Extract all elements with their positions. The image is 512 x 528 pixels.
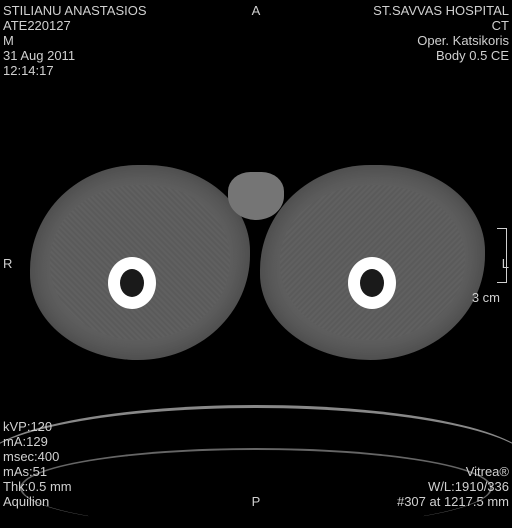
anterior-marker: A <box>252 3 261 18</box>
scanner-name: Aquilion <box>3 494 72 509</box>
hospital-info-block: ST.SAVVAS HOSPITAL CT Oper. Katsikoris B… <box>373 3 509 63</box>
patient-sex: M <box>3 33 147 48</box>
slice-position: #307 at 1217.5 mm <box>397 494 509 509</box>
patient-name: STILIANU ANASTASIOS <box>3 3 147 18</box>
protocol: Body 0.5 CE <box>373 48 509 63</box>
scale-label: 3 cm <box>472 290 500 305</box>
scale-ruler <box>495 228 507 283</box>
study-date: 31 Aug 2011 <box>3 48 147 63</box>
patient-info-block: STILIANU ANASTASIOS ATE220127 M 31 Aug 2… <box>3 3 147 78</box>
ma-value: mA:129 <box>3 434 72 449</box>
left-femur-bone <box>108 257 156 309</box>
modality: CT <box>373 18 509 33</box>
software-name: Vitrea® <box>397 464 509 479</box>
window-level: W/L:1910/336 <box>397 479 509 494</box>
msec-value: msec:400 <box>3 449 72 464</box>
display-params: Vitrea® W/L:1910/336 #307 at 1217.5 mm <box>397 464 509 509</box>
study-time: 12:14:17 <box>3 63 147 78</box>
right-marker: R <box>3 256 12 271</box>
acquisition-params: kVP:120 mA:129 msec:400 mAs:51 Thk:0.5 m… <box>3 419 72 509</box>
hospital-name: ST.SAVVAS HOSPITAL <box>373 3 509 18</box>
central-tissue <box>228 172 284 220</box>
mas-value: mAs:51 <box>3 464 72 479</box>
kvp-value: kVP:120 <box>3 419 72 434</box>
patient-id: ATE220127 <box>3 18 147 33</box>
right-femur-bone <box>348 257 396 309</box>
posterior-marker: P <box>252 494 261 509</box>
thickness-value: Thk:0.5 mm <box>3 479 72 494</box>
operator: Oper. Katsikoris <box>373 33 509 48</box>
